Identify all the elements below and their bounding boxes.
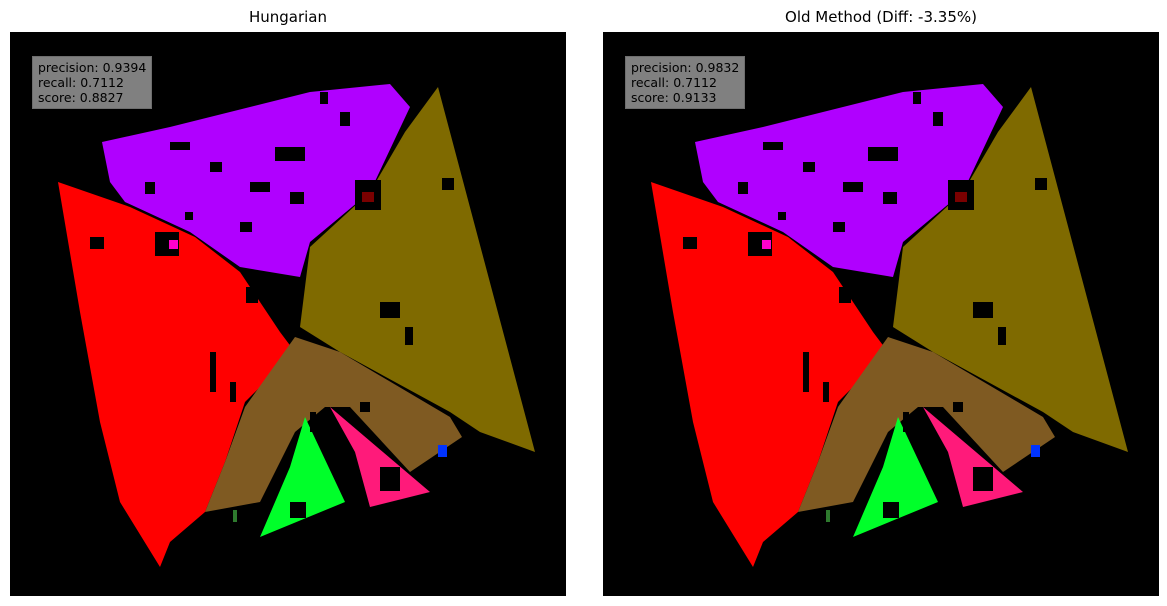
recall-value: recall: 0.7112 [631,75,717,90]
metrics-legend: precision: 0.9832 recall: 0.7112 score: … [625,56,746,109]
score-value: score: 0.8827 [38,90,124,105]
pink-segment [923,407,1023,507]
panel-title: Old Method (Diff: -3.35%) [785,8,977,26]
metrics-legend: precision: 0.9394 recall: 0.7112 score: … [32,56,153,109]
segmentation-image: precision: 0.9394 recall: 0.7112 score: … [10,32,566,596]
noise-holes [683,92,1047,518]
segmentation-image: precision: 0.9832 recall: 0.7112 score: … [603,32,1159,596]
darkred-marker [362,192,374,202]
panel-title: Hungarian [248,8,328,26]
darkgreen-marker [826,510,830,522]
recall-value: recall: 0.7112 [38,75,124,90]
precision-value: precision: 0.9832 [631,60,740,75]
green-segment [260,417,345,537]
precision-value: precision: 0.9394 [38,60,147,75]
score-value: score: 0.9133 [631,90,717,105]
magenta-marker [762,240,771,249]
segmentation-map [603,32,1159,596]
green-segment [853,417,938,537]
olive-segment [893,87,1128,452]
blue-marker [438,445,447,457]
olive-segment [300,87,535,452]
purple-segment [695,84,1003,277]
purple-segment [102,84,410,277]
magenta-marker [169,240,178,249]
brown-segment [205,337,462,512]
panel-old-method: Old Method (Diff: -3.35%) [603,0,1159,606]
darkred-marker [955,192,967,202]
brown-segment [798,337,1055,512]
red-segment [651,182,888,567]
pink-segment [330,407,430,507]
blue-marker [1031,445,1040,457]
segmentation-map [10,32,566,596]
darkgreen-marker [233,510,237,522]
panel-hungarian: Hungarian [10,0,566,606]
red-segment [58,182,295,567]
